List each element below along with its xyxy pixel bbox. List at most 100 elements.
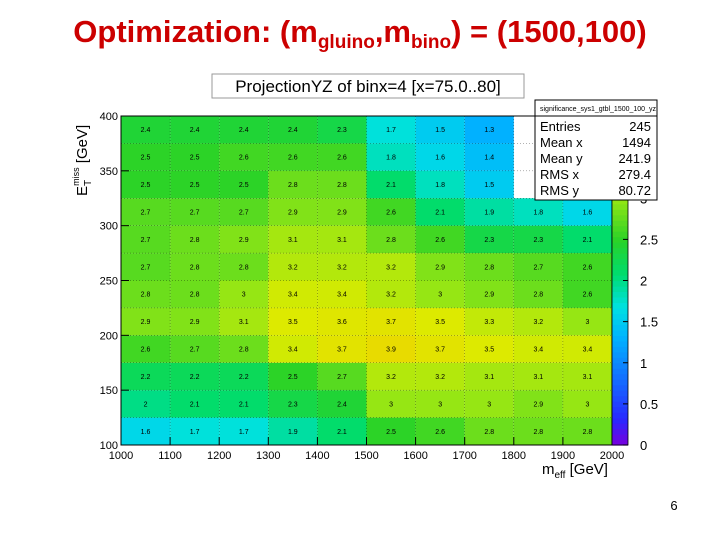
palette-swatch: [612, 412, 628, 419]
palette-swatch: [612, 379, 628, 386]
heatmap-cell: [464, 170, 514, 199]
cell-value-label: 2.3: [533, 237, 543, 244]
heatmap-cell: [513, 390, 563, 418]
slide-title-mid: ,m: [374, 14, 411, 49]
heatmap-cell: [415, 417, 465, 445]
cell-value-label: 1.6: [435, 155, 445, 162]
palette-swatch: [612, 357, 628, 364]
stats-rms-y-value: 80.72: [618, 183, 651, 198]
stats-box: significance_sys1_gtbl_1500_100_yz Entri…: [534, 99, 658, 201]
cell-value-label: 2.4: [239, 127, 249, 134]
heatmap-cell: [219, 198, 269, 226]
cell-value-label: 3: [389, 401, 393, 408]
heatmap-cell: [219, 390, 269, 418]
cell-value-label: 2.5: [141, 182, 151, 189]
palette-swatch: [612, 335, 628, 342]
heatmap-cell: [121, 335, 171, 363]
heatmap-cell: [219, 417, 269, 445]
heatmap-cell: [170, 362, 220, 391]
palette-swatch: [612, 368, 628, 375]
cell-value-label: 2.6: [435, 237, 445, 244]
palette-swatch: [612, 296, 628, 304]
cell-value-label: 3.1: [239, 319, 249, 326]
cell-value-label: 2.8: [533, 429, 543, 436]
palette-swatch: [612, 324, 628, 331]
x-axis-label: meff [GeV]: [542, 461, 608, 481]
x-tick-label: 2000: [600, 450, 624, 462]
heatmap-cell: [268, 116, 318, 144]
slide-title-gluino-subscript: gluino: [317, 32, 375, 53]
heatmap-cell: [464, 198, 514, 226]
palette-swatch: [612, 236, 628, 243]
cell-value-label: 3: [438, 292, 442, 299]
cell-value-label: 3.1: [288, 237, 298, 244]
palette-tick-label: 1: [640, 356, 647, 371]
heatmap-cell: [562, 307, 612, 336]
heatmap-cell: [562, 417, 612, 445]
palette-swatch: [612, 406, 628, 413]
heatmap-cell: [464, 390, 514, 418]
heatmap-cell: [513, 335, 563, 363]
heatmap-cell: [121, 170, 171, 199]
cell-value-label: 2.9: [435, 264, 445, 271]
heatmap-cell: [317, 280, 367, 308]
palette-swatch: [612, 220, 628, 227]
cell-value-label: 3.6: [337, 319, 347, 326]
cell-value-label: 2.1: [435, 209, 445, 216]
heatmap-cell: [170, 198, 220, 226]
cell-value-label: 3.7: [435, 347, 445, 354]
heatmap-cell: [121, 280, 171, 308]
palette-swatch: [612, 291, 628, 298]
y-tick-label: 400: [100, 111, 118, 123]
heatmap-cell: [121, 307, 171, 336]
heatmap-cell: [121, 362, 171, 391]
heatmap-cell: [562, 390, 612, 418]
plot-frame-background: [211, 73, 525, 99]
cell-value-label: 2.9: [239, 237, 249, 244]
heatmap-cell: [562, 362, 612, 391]
heatmap-cell: [219, 253, 269, 281]
cell-value-label: 2.8: [386, 237, 396, 244]
palette-swatch: [612, 318, 628, 325]
x-tick-label: 1300: [256, 450, 280, 462]
heatmap-cell: [513, 362, 563, 391]
palette-swatch: [612, 231, 628, 238]
heatmap-cell: [170, 225, 220, 254]
stats-mean-y-value: 241.9: [618, 151, 651, 166]
cell-value-label: 1.9: [484, 209, 494, 216]
cell-value-label: 2.8: [288, 182, 298, 189]
cell-value-label: 2.1: [337, 429, 347, 436]
x-tick-label: 1100: [158, 450, 182, 462]
heatmap-cell: [317, 335, 367, 363]
cell-value-label: 2.6: [239, 155, 249, 162]
heatmap-cell: [317, 198, 367, 226]
cell-value-label: 3.2: [533, 319, 543, 326]
slide-title-prefix: Optimization: (m: [73, 14, 318, 49]
cell-value-label: 2.3: [288, 401, 298, 408]
heatmap-cell: [121, 225, 171, 254]
cell-value-label: 2.6: [435, 429, 445, 436]
cell-value-label: 2.9: [533, 401, 543, 408]
heatmap-cell: [219, 143, 269, 171]
cell-value-label: 2.7: [141, 209, 151, 216]
heatmap-cell: [366, 390, 416, 418]
heatmap-cell: [366, 417, 416, 445]
cell-value-label: 3.5: [435, 319, 445, 326]
cell-value-label: 3.7: [386, 319, 396, 326]
cell-value-label: 2.8: [239, 264, 249, 271]
palette-swatch: [612, 346, 628, 353]
histogram-title: ProjectionYZ of binx=4 [x=75.0..80]: [235, 77, 501, 96]
palette-swatch: [612, 351, 628, 358]
palette-swatch: [612, 198, 628, 205]
cell-value-label: 3.9: [386, 347, 396, 354]
palette-tick-label: 1.5: [640, 315, 658, 330]
heatmap-cell: [415, 335, 465, 363]
cell-value-label: 2.9: [484, 292, 494, 299]
palette-swatch: [612, 417, 628, 424]
heatmap-cell: [464, 335, 514, 363]
heatmap-cell: [415, 198, 465, 226]
cell-value-label: 3.4: [583, 347, 593, 354]
x-axis: 1000 1100 1200 1300 1400 1500 1600 1700 1800 1900…: [109, 437, 624, 462]
y-tick-label: 250: [100, 276, 118, 288]
heatmap-cell: [415, 225, 465, 254]
